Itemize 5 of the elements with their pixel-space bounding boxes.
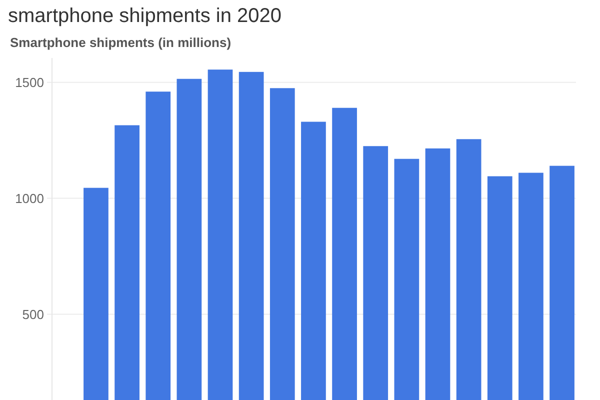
y-tick-label: 1000 — [15, 190, 44, 206]
y-tick-label: 1500 — [15, 74, 44, 90]
chart-title: smartphone shipments in 2020 — [8, 5, 282, 27]
y-axis-title: Smartphone shipments (in millions) — [10, 35, 232, 50]
y-tick-label: 500 — [22, 306, 44, 322]
